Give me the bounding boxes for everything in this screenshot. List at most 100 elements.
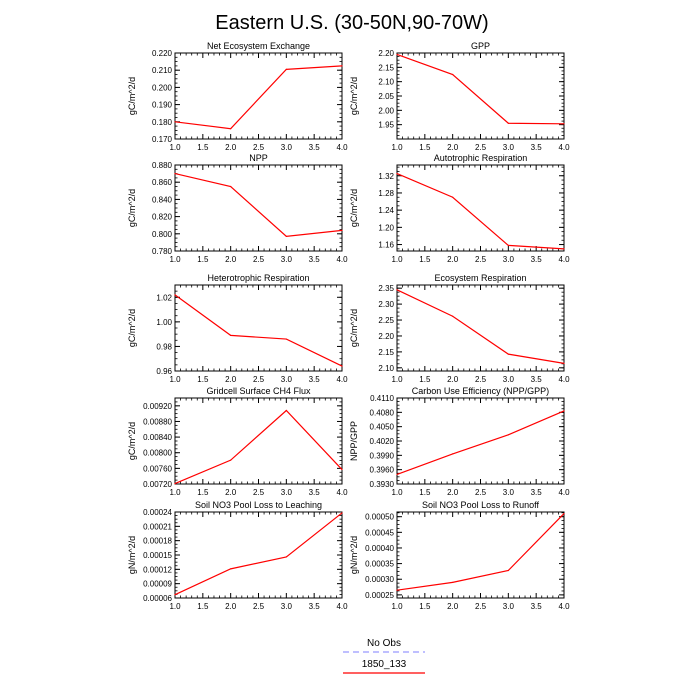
chart-7-xtick-label: 3.0 — [503, 488, 515, 497]
chart-9-xtick-label: 3.0 — [503, 602, 515, 611]
chart-0-point — [230, 128, 232, 130]
chart-0: Net Ecosystem Exchange 1.0 1.5 2.0 2.5 3.0 3.5… — [127, 41, 348, 152]
chart-9-xtick-label: 3.5 — [531, 602, 543, 611]
chart-2-point — [341, 229, 343, 231]
chart-3: Autotrophic Respiration 1.0 1.5 2.0 2.5 3.0 3.… — [349, 153, 570, 264]
chart-8-point — [174, 594, 176, 596]
chart-8-xtick-label: 3.0 — [281, 602, 293, 611]
chart-6-xtick-label: 2.5 — [253, 488, 265, 497]
chart-7-point — [507, 434, 509, 436]
chart-2-xtick-label: 2.0 — [225, 255, 237, 264]
chart-6-title: Gridcell Surface CH4 Flux — [206, 386, 311, 396]
chart-7-ytick-label: 0.3990 — [370, 451, 395, 460]
chart-4-xtick-label: 3.5 — [309, 375, 321, 384]
chart-8-ytick-label: 0.00021 — [143, 522, 172, 531]
chart-0-xtick-label: 2.5 — [253, 143, 265, 152]
chart-0-point — [174, 121, 176, 123]
chart-8-point — [230, 568, 232, 570]
chart-6-point — [174, 483, 176, 485]
chart-4-xtick-label: 2.0 — [225, 375, 237, 384]
chart-2-xtick-label: 2.5 — [253, 255, 265, 264]
chart-4-ytick-label: 0.96 — [156, 367, 172, 376]
chart-2-ytick-label: 0.820 — [152, 213, 173, 222]
chart-8-frame — [174, 511, 343, 599]
chart-3-ytick-label: 1.28 — [378, 189, 394, 198]
chart-7-ytick-label: 0.4020 — [370, 437, 395, 446]
legend-label-series: 1850_133 — [362, 659, 407, 670]
chart-5-point — [563, 362, 565, 364]
chart-3-ytick-label: 1.16 — [378, 241, 394, 250]
chart-6-ytick-label: 0.00800 — [143, 449, 172, 458]
chart-2-xtick-label: 1.0 — [169, 255, 181, 264]
chart-0-xtick-label: 3.5 — [309, 143, 321, 152]
chart-3-xtick-label: 3.5 — [531, 255, 543, 264]
chart-5-xtick-label: 3.0 — [503, 375, 515, 384]
chart-7-xtick-label: 2.5 — [475, 488, 487, 497]
chart-8-ylabel: gN/m^2/d — [127, 536, 137, 574]
chart-8-ytick-label: 0.00018 — [143, 537, 172, 546]
chart-7-xtick-label: 2.0 — [447, 488, 459, 497]
chart-7-xtick-label: 1.0 — [391, 488, 403, 497]
chart-7-ytick-label: 0.4110 — [370, 394, 394, 403]
chart-3-point — [396, 173, 398, 175]
chart-4-point — [174, 294, 176, 296]
chart-3-xtick-label: 1.5 — [419, 255, 431, 264]
chart-1-xtick-label: 1.0 — [391, 143, 403, 152]
chart-0-point — [341, 65, 343, 67]
chart-6-ylabel: gC/m^2/d — [127, 422, 137, 460]
chart-1-frame — [396, 52, 565, 140]
chart-4-ytick-label: 0.98 — [156, 342, 172, 351]
figure-title: Eastern U.S. (30-50N,90-70W) — [215, 12, 488, 34]
chart-6-xtick-label: 4.0 — [336, 488, 348, 497]
chart-1-point — [396, 53, 398, 56]
chart-3-ylabel: gC/m^2/d — [349, 189, 359, 227]
chart-9-point — [396, 589, 398, 591]
chart-3-xtick-label: 2.5 — [475, 255, 487, 264]
chart-0-ylabel: gC/m^2/d — [127, 77, 137, 115]
chart-4-series-line — [174, 294, 343, 367]
chart-6-frame — [174, 397, 343, 485]
chart-0-xtick-label: 1.0 — [169, 143, 181, 152]
chart-8-title: Soil NO3 Pool Loss to Leaching — [195, 500, 322, 510]
chart-0-title: Net Ecosystem Exchange — [207, 41, 310, 51]
chart-8-ytick-label: 0.00006 — [143, 594, 172, 603]
chart-9-frame — [396, 511, 565, 599]
chart-2-frame — [174, 164, 343, 252]
chart-0-xtick-label: 3.0 — [281, 143, 293, 152]
chart-1-title: GPP — [471, 41, 490, 51]
chart-4-point — [285, 338, 287, 340]
chart-0-ytick-label: 0.220 — [152, 49, 173, 58]
chart-5-series-line — [396, 289, 565, 364]
chart-9-xtick-label: 4.0 — [558, 602, 570, 611]
chart-3-title: Autotrophic Respiration — [434, 153, 528, 163]
chart-6-ytick-label: 0.00840 — [143, 433, 172, 442]
chart-8-ytick-label: 0.00009 — [143, 580, 172, 589]
chart-1-xtick-label: 2.0 — [447, 143, 459, 152]
chart-2-ytick-label: 0.880 — [152, 161, 173, 170]
chart-9-xtick-label: 2.0 — [447, 602, 459, 611]
chart-2-ylabel: gC/m^2/d — [127, 189, 137, 227]
chart-7-ytick-label: 0.3930 — [370, 480, 395, 489]
chart-7-frame — [396, 397, 565, 485]
chart-4-ytick-label: 1.02 — [156, 293, 172, 302]
chart-4-point — [230, 334, 232, 336]
chart-5-ytick-label: 2.30 — [378, 300, 394, 309]
chart-1-xtick-label: 4.0 — [558, 143, 570, 152]
chart-9-ytick-label: 0.00025 — [365, 591, 394, 600]
chart-7-ytick-label: 0.4050 — [370, 423, 395, 432]
chart-9-point — [452, 581, 454, 583]
chart-1-xtick-label: 3.0 — [503, 143, 515, 152]
chart-0-ytick-label: 0.210 — [152, 66, 173, 75]
chart-3-ytick-label: 1.24 — [378, 206, 394, 215]
chart-0-xtick-label: 2.0 — [225, 143, 237, 152]
chart-3-xtick-label: 3.0 — [503, 255, 515, 264]
chart-3-ytick-label: 1.32 — [378, 172, 394, 181]
chart-2-point — [285, 235, 287, 237]
chart-6-ytick-label: 0.00760 — [143, 464, 172, 473]
chart-4-xtick-label: 1.0 — [169, 375, 181, 384]
chart-8-xtick-label: 4.0 — [336, 602, 348, 611]
chart-8-point — [285, 556, 287, 558]
chart-5-ylabel: gC/m^2/d — [349, 309, 359, 347]
chart-2: NPP 1.0 1.5 2.0 2.5 3.0 3.5 4.0 0.780 0.800 0.820 0… — [127, 153, 348, 264]
